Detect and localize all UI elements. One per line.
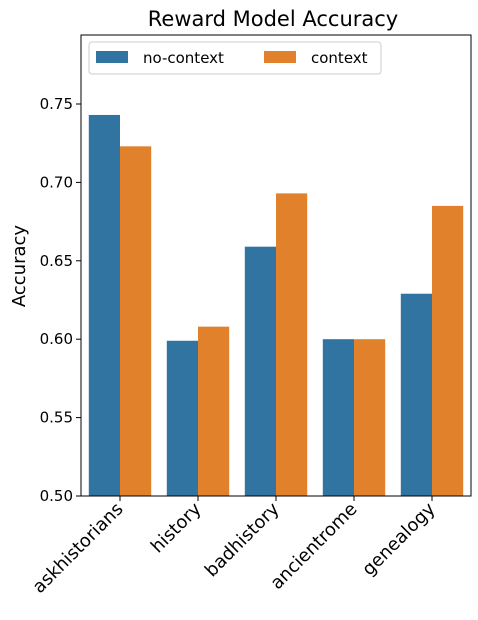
legend-frame: [88, 41, 382, 75]
y-tick-label: 0.50: [40, 487, 73, 505]
y-tick-label: 0.70: [40, 173, 73, 191]
y-tick-label: 0.60: [40, 330, 73, 348]
x-tick-label: genealogy: [358, 498, 440, 580]
bar-no-context-genealogy: [400, 293, 432, 496]
bar-no-context-askhistorians: [88, 114, 120, 496]
bars-group: [88, 114, 464, 497]
y-axis-ticks: 0.50 0.55 0.60 0.65 0.70 0.75: [40, 95, 81, 505]
x-axis-ticks: askhistorians historybadhistoryancientrom…: [29, 496, 440, 598]
legend-swatch-no-context: [96, 51, 128, 63]
bar-context-askhistorians: [120, 146, 152, 496]
chart-title: Reward Model Accuracy: [148, 7, 398, 31]
x-tick-label: badhistory: [201, 498, 284, 581]
plot-frame: [80, 34, 472, 497]
x-tick-label: history: [147, 498, 206, 557]
legend-swatch-context: [264, 51, 296, 63]
y-axis-label: Accuracy: [9, 225, 30, 308]
bar-no-context-badhistory: [244, 246, 276, 496]
bar-no-context-history: [166, 340, 198, 496]
bar-context-genealogy: [432, 205, 464, 496]
bar-no-context-ancientrome: [322, 339, 354, 496]
legend: no-context context: [88, 41, 382, 75]
legend-label-no-context: no-context: [143, 49, 224, 67]
bar-context-history: [198, 326, 230, 496]
y-tick-label: 0.75: [40, 95, 73, 113]
x-tick-label: askhistorians: [29, 499, 128, 598]
y-tick-label: 0.65: [40, 252, 73, 270]
bar-context-ancientrome: [354, 339, 386, 496]
bar-context-badhistory: [276, 193, 308, 497]
y-tick-label: 0.55: [40, 409, 73, 427]
legend-label-context: context: [311, 49, 368, 67]
